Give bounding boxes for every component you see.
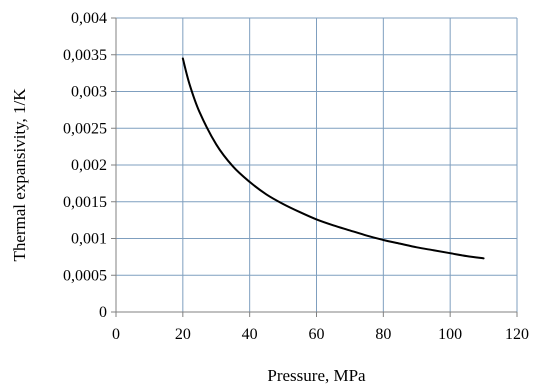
y-tick-label: 0,0015 xyxy=(63,194,107,211)
y-tick-labels: 0 0,0005 0,001 0,0015 0,002 0,0025 0,003 0,0035… xyxy=(63,10,107,321)
series-layer xyxy=(181,57,485,260)
y-tick-label: 0,0025 xyxy=(63,120,107,137)
x-tick-labels: 0 20 40 60 80 100 120 xyxy=(112,326,529,343)
series-line xyxy=(181,57,485,260)
grid-lines xyxy=(116,17,518,312)
x-tick-label: 60 xyxy=(309,326,325,343)
x-axis-title: Pressure, MPa xyxy=(267,366,366,385)
y-tick-label: 0,002 xyxy=(71,157,107,174)
axes xyxy=(111,17,518,317)
x-tick-label: 120 xyxy=(505,326,529,343)
x-tick-label: 20 xyxy=(175,326,191,343)
y-tick-label: 0,001 xyxy=(71,231,107,248)
y-tick-label: 0,0005 xyxy=(63,267,107,284)
y-tick-label: 0,003 xyxy=(71,84,107,101)
y-tick-label: 0,004 xyxy=(71,10,107,27)
y-axis-title: Thermal expansivity, 1/K xyxy=(10,88,29,262)
x-tick-label: 100 xyxy=(438,326,462,343)
y-tick-label: 0 xyxy=(99,304,107,321)
x-tick-label: 80 xyxy=(375,326,391,343)
y-tick-label: 0,0035 xyxy=(63,47,107,64)
x-tick-label: 0 xyxy=(112,326,120,343)
x-tick-label: 40 xyxy=(242,326,258,343)
